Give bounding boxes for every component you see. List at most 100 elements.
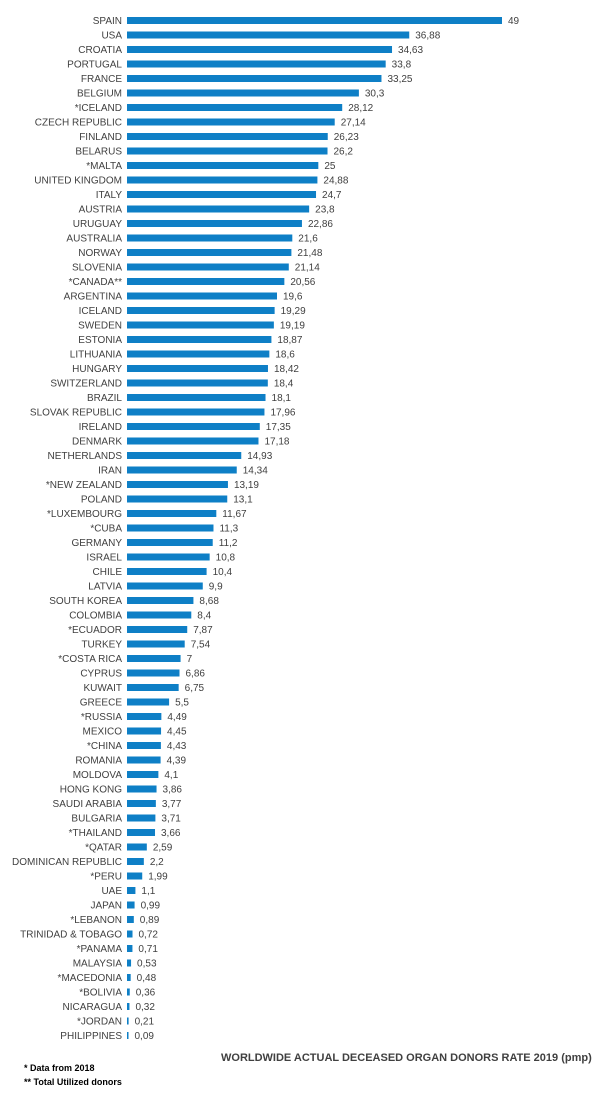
bar [127, 466, 237, 474]
category-label: *PERU [90, 872, 122, 883]
bar [127, 17, 502, 24]
category-label: ROMANIA [75, 756, 122, 767]
category-label: BELGIUM [77, 89, 122, 100]
category-label: *PANAMA [77, 944, 123, 955]
category-label: BELARUS [75, 147, 122, 158]
data-label: 9,9 [209, 582, 223, 593]
data-label: 4,1 [164, 770, 178, 781]
category-label: ICELAND [79, 306, 122, 317]
category-label: LATVIA [88, 582, 122, 593]
bar-chart: SPAIN 49 USA 36,88 CROATIA 34,63 PORTUGAL 33,8 F… [12, 16, 520, 1042]
data-label: 18,42 [274, 364, 299, 375]
data-label: 5,5 [175, 698, 189, 709]
data-label: 14,93 [247, 451, 272, 462]
category-label: MALAYSIA [73, 959, 123, 970]
bar [127, 249, 292, 256]
data-label: 20,56 [290, 277, 315, 288]
data-label: 21,14 [295, 263, 320, 274]
category-label: *CUBA [90, 524, 122, 535]
data-label: 30,3 [365, 89, 385, 100]
category-label: ESTONIA [78, 335, 122, 346]
bar [127, 379, 268, 387]
category-label: MEXICO [83, 727, 123, 738]
bar [127, 742, 161, 749]
bar [127, 307, 275, 314]
data-label: 23,8 [315, 205, 335, 216]
data-label: 11,67 [222, 509, 247, 520]
bar [127, 698, 170, 706]
category-label: *CHINA [87, 741, 122, 752]
bar [127, 321, 274, 329]
data-label: 22,86 [308, 219, 333, 230]
category-label: LITHUANIA [70, 350, 123, 361]
data-label: 7,87 [193, 625, 213, 636]
data-label: 8,68 [199, 596, 219, 607]
category-label: IRAN [98, 466, 122, 477]
data-label: 0,71 [138, 944, 158, 955]
category-label: MOLDOVA [73, 770, 123, 781]
data-label: 7 [187, 654, 193, 665]
bar [127, 582, 203, 590]
bar [127, 785, 157, 793]
bar [127, 408, 265, 416]
bar [127, 365, 268, 372]
data-label: 49 [508, 16, 520, 27]
category-label: *LEBANON [70, 915, 122, 926]
data-label: 0,32 [135, 1002, 155, 1013]
bar [127, 800, 156, 807]
data-label: 19,29 [281, 306, 306, 317]
bar [127, 945, 133, 952]
data-label: 26,2 [334, 147, 354, 158]
category-label: *MALTA [86, 161, 122, 172]
bar [127, 858, 144, 865]
category-label: SWITZERLAND [50, 379, 122, 390]
bar [127, 31, 410, 39]
category-label: IRELAND [79, 422, 122, 433]
bar [127, 481, 228, 488]
data-label: 18,87 [277, 335, 302, 346]
category-label: KUWAIT [83, 683, 122, 694]
data-label: 19,19 [280, 321, 305, 332]
category-label: DENMARK [72, 437, 122, 448]
category-label: SLOVENIA [72, 263, 122, 274]
data-label: 13,1 [233, 495, 253, 506]
data-label: 0,48 [137, 973, 157, 984]
category-label: UAE [101, 886, 122, 897]
data-label: 11,3 [219, 524, 238, 535]
data-label: 3,77 [162, 799, 182, 810]
data-label: 17,18 [264, 437, 289, 448]
category-label: ARGENTINA [64, 292, 123, 303]
bar [127, 220, 302, 227]
bar [127, 104, 343, 111]
category-label: BULGARIA [71, 814, 122, 825]
bar [127, 452, 242, 459]
data-label: 8,4 [197, 611, 211, 622]
data-label: 10,8 [216, 553, 236, 564]
data-label: 24,88 [323, 176, 348, 187]
category-label: PHILIPPINES [60, 1031, 122, 1042]
bar [127, 887, 136, 894]
data-label: 0,72 [139, 930, 159, 941]
category-label: SWEDEN [78, 321, 122, 332]
category-label: *THAILAND [69, 828, 122, 839]
category-label: AUSTRALIA [66, 234, 122, 245]
bar [127, 756, 161, 764]
category-label: HUNGARY [72, 364, 122, 375]
bar [127, 394, 266, 401]
data-label: 27,14 [341, 118, 366, 129]
category-label: TRINIDAD & TOBAGO [20, 930, 122, 941]
category-label: UNITED KINGDOM [34, 176, 122, 187]
bar [127, 118, 335, 126]
footnote-data-2018: * Data from 2018 [24, 1063, 95, 1073]
bar [127, 684, 179, 691]
data-label: 21,6 [298, 234, 318, 245]
bar [127, 872, 143, 880]
category-label: DOMINICAN REPUBLIC [12, 857, 122, 868]
bar [127, 263, 289, 271]
data-label: 1,99 [148, 872, 168, 883]
bar [127, 814, 156, 822]
bar [127, 655, 181, 662]
bar [127, 1017, 129, 1025]
bar [127, 829, 156, 836]
category-label: URUGUAY [73, 219, 123, 230]
